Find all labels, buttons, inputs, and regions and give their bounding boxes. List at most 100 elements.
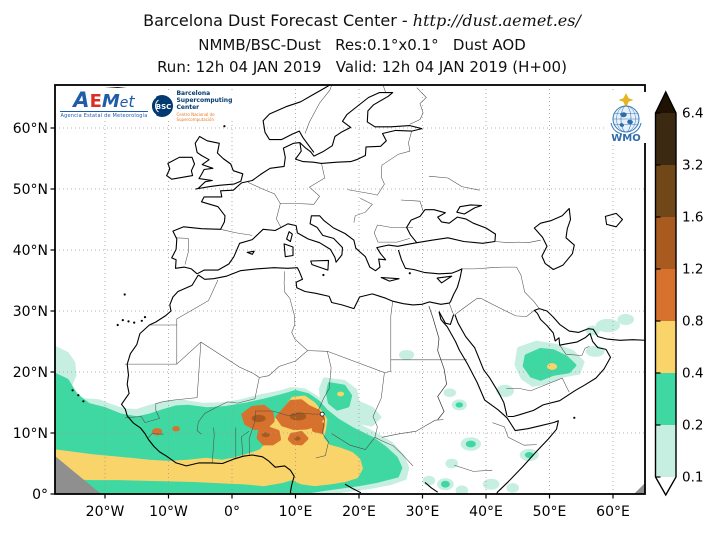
- aemet-letter: t: [128, 92, 135, 111]
- dust-patch: [172, 426, 180, 432]
- colorbar: 0.1 0.2 0.4 0.8 1.2 1.6 3.2 6.4: [654, 90, 703, 497]
- dust-patch: [337, 391, 345, 397]
- title-line: Barcelona Dust Forecast Center - http://…: [0, 11, 724, 30]
- wmo-logo: WMO: [604, 92, 648, 144]
- out-of-domain-corner: [55, 456, 101, 494]
- colorbar-label: 3.2: [682, 158, 703, 174]
- island-dot: [121, 319, 124, 322]
- dust-patch: [595, 318, 621, 333]
- dust-patch: [585, 345, 605, 357]
- lat-tick-label: 0°: [32, 487, 48, 503]
- dust-patch: [422, 475, 436, 486]
- bsc-line: Supercomputing: [176, 96, 233, 104]
- dust-region: [325, 382, 353, 411]
- bsc-logo: BSC Barcelona Supercomputing Center Cent…: [149, 90, 249, 122]
- grid-lines: [55, 85, 645, 494]
- dust-patch: [455, 485, 469, 494]
- dust-patch: [445, 458, 459, 469]
- dust-patch: [585, 325, 600, 336]
- title-text: Barcelona Dust Forecast Center -: [143, 11, 413, 30]
- aemet-letter: e: [119, 95, 129, 111]
- bsc-line: Center: [176, 103, 200, 111]
- dust-patch: [496, 384, 514, 397]
- lon-tick-label: 10°E: [279, 504, 313, 520]
- colorbar-label: 1.6: [682, 210, 703, 226]
- colorbar-label: 0.2: [682, 418, 703, 434]
- lat-tick-label: 60°N: [13, 121, 48, 137]
- dust-patch: [399, 350, 415, 360]
- country-borders: [124, 85, 590, 472]
- bsc-line: Barcelona: [176, 89, 211, 97]
- dust-patch: [465, 440, 476, 448]
- dust-patch: [482, 478, 500, 490]
- map-frame: [54, 84, 646, 495]
- colorbar-label: 6.4: [682, 106, 703, 122]
- lon-tick-label: 40°E: [469, 504, 503, 520]
- lon-tick-label: 20°W: [86, 504, 125, 520]
- lon-tick-label: 60°E: [596, 504, 630, 520]
- dust-patch: [441, 480, 450, 488]
- island-dot: [82, 400, 85, 403]
- lat-tick-label: 40°N: [13, 243, 48, 259]
- island-dot: [408, 272, 411, 275]
- out-of-domain-corner: [634, 483, 645, 494]
- island-dot: [71, 389, 74, 392]
- lake-chad: [319, 411, 325, 417]
- bsc-text-block: Barcelona Supercomputing Center Centro N…: [176, 90, 249, 122]
- colorbar-label: 0.8: [682, 314, 703, 330]
- aemet-letter: M: [101, 91, 120, 112]
- island-dot: [143, 316, 147, 319]
- dust-patch: [152, 428, 163, 436]
- aemet-letter: E: [89, 91, 102, 112]
- dust-patch: [261, 432, 270, 438]
- island-dot: [133, 321, 136, 324]
- aemet-subtitle: Agencia Estatal de Meteorología: [60, 111, 148, 119]
- lon-tick-label: 10°W: [149, 504, 188, 520]
- dust-patch: [546, 363, 558, 370]
- colorbar-under-arrow: [655, 477, 676, 495]
- dust-patch: [617, 314, 634, 325]
- island-dot: [322, 273, 325, 277]
- island-dot: [77, 394, 80, 397]
- lat-tick-label: 50°N: [13, 182, 48, 198]
- lat-tick-label: 30°N: [13, 304, 48, 320]
- run-valid-line: Run: 12h 04 JAN 2019 Valid: 12h 04 JAN 2…: [157, 58, 567, 76]
- lon-tick-label: 50°E: [533, 504, 567, 520]
- colorbar-label: 0.4: [682, 366, 703, 382]
- dust-region: [311, 420, 325, 434]
- wmo-emblem-icon: WMO: [610, 93, 642, 144]
- map-inner: [55, 85, 645, 494]
- dust-patch: [455, 402, 464, 408]
- subtitle-model-res: NMMB/BSC-Dust Res:0.1°x0.1° Dust AOD: [198, 36, 526, 54]
- lat-tick-label: 10°N: [13, 426, 48, 442]
- aemet-letter: A: [73, 88, 90, 112]
- title-url: http://dust.aemet.es/: [412, 11, 581, 30]
- colorbar-label: 0.1: [682, 470, 703, 486]
- lon-tick-label: 20°E: [342, 504, 376, 520]
- dust-patch: [251, 414, 266, 423]
- dust-aod-contours: [55, 314, 634, 494]
- colorbar-over-arrow: [655, 92, 676, 113]
- lat-tick-label: 20°N: [13, 365, 48, 381]
- wmo-star-icon: [618, 93, 634, 108]
- island-dot: [223, 125, 226, 128]
- wmo-label: WMO: [611, 133, 640, 143]
- coastlines: [87, 85, 645, 494]
- dust-patch: [443, 388, 457, 398]
- bsc-emblem-icon: BSC: [150, 94, 173, 117]
- nile-river: [428, 305, 447, 420]
- axis-labels: 60°N 50°N 40°N 30°N 20°N 10°N 0° 20°W 10°W 0° 10°E…: [13, 121, 630, 520]
- dust-patch: [506, 483, 519, 493]
- island-dot: [573, 416, 576, 419]
- island-dot: [123, 293, 126, 296]
- lon-tick-label: 0°: [224, 504, 240, 520]
- dust-patch: [302, 484, 314, 493]
- island-dot: [116, 323, 119, 327]
- bsc-subtitle: Centro Nacional de Supercomputación: [176, 111, 215, 122]
- bsc-circle-text: BSC: [156, 102, 172, 110]
- colorbar-label: 1.2: [682, 262, 703, 278]
- island-dot: [127, 320, 130, 323]
